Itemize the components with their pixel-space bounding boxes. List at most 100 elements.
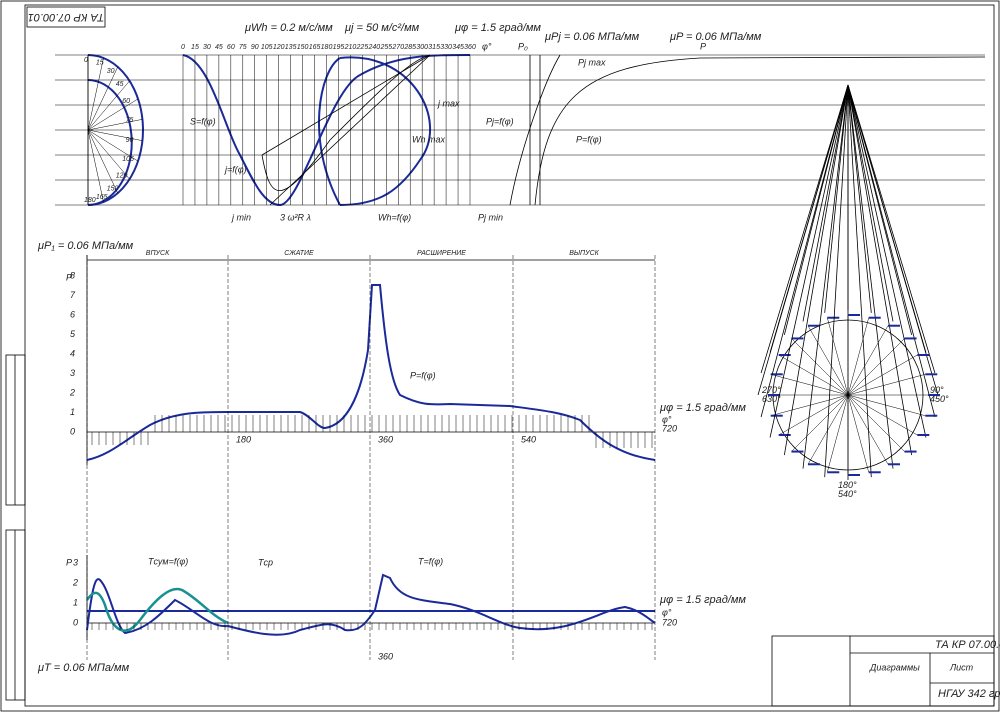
polar-ray [847, 325, 889, 396]
axis-label: P [66, 272, 72, 282]
angle-label: 45 [215, 44, 223, 51]
polar-ray [791, 338, 849, 396]
y-tick: 0 [70, 426, 75, 436]
circle-label: 165 [96, 194, 108, 201]
p0: P₀ [518, 41, 528, 51]
polar-ray [778, 354, 849, 396]
crank-ray [87, 57, 104, 131]
crank-ray [87, 129, 118, 194]
polar-ray [827, 317, 849, 396]
y-tick: 4 [70, 348, 75, 358]
scale: μj = 50 м/с²/мм [344, 22, 420, 34]
phase-label: ВПУСК [146, 250, 170, 257]
y-tick: 0 [73, 617, 78, 627]
phi: φ° [482, 41, 492, 51]
polar-vector [824, 84, 849, 478]
polar-label: 180° 540° [838, 480, 857, 499]
end-label: 720 [662, 423, 677, 433]
circle-label: 90 [126, 137, 134, 144]
label: 3 ω²R λ [280, 212, 311, 222]
circle-label: 150 [107, 186, 119, 193]
polar-vector [802, 84, 849, 322]
code: ТА КР 07.00.01 [935, 639, 1000, 651]
label: j=f(φ) [224, 164, 247, 174]
angle-label: 210 [344, 44, 357, 51]
polar-ray [847, 354, 918, 396]
circle-label: 30 [107, 68, 115, 75]
top-panel: μWh = 0.2 м/с/мм μj = 50 м/с²/мм μφ = 1.… [87, 22, 986, 222]
phi: φ° [662, 607, 672, 617]
polar-vector [847, 84, 927, 353]
label: Wh max [412, 134, 446, 144]
circle-label: 180 [84, 197, 96, 204]
crank-ray [87, 80, 130, 131]
left-strip [5, 354, 26, 701]
label: Tср [258, 557, 273, 567]
label: Wh=f(φ) [378, 212, 411, 222]
x-tick: 360 [378, 651, 393, 661]
angle-label: 165 [309, 44, 321, 51]
angle-label: 240 [367, 44, 380, 51]
polar-ray [847, 338, 905, 396]
y-tick: 6 [70, 309, 75, 319]
polar-vector [847, 84, 936, 374]
angle-label: 150 [297, 44, 309, 51]
polar-ray [770, 374, 849, 396]
angle-label: 345 [452, 44, 464, 51]
subject: Диаграммы [869, 662, 920, 672]
scale: μφ = 1.5 град/мм [659, 402, 746, 414]
polar-ray [791, 394, 849, 452]
circle-label: 15 [96, 60, 104, 67]
angle-label: 105 [261, 44, 273, 51]
angle-label: 135 [285, 44, 297, 51]
end-label: 720 [662, 617, 677, 627]
angle-label: 330 [440, 44, 452, 51]
polar-vector [847, 84, 927, 438]
y-tick: 3 [70, 368, 75, 378]
y-tick: 1 [70, 407, 75, 417]
angle-label: 285 [403, 44, 416, 51]
polar-vector [757, 84, 849, 396]
y-tick: 8 [70, 270, 75, 280]
torque-panel: P Tсум=f(φ) Tср T=f(φ) μφ = 1.5 град/мм … [37, 555, 746, 674]
polar-vector [847, 84, 913, 335]
crank-circle-inner [87, 79, 133, 206]
tsum-curve [85, 587, 229, 632]
crank-ray [87, 129, 130, 180]
t-curve [86, 573, 656, 636]
polar-vector [847, 84, 872, 313]
angle-label: 255 [379, 44, 392, 51]
circle-label: 75 [126, 117, 134, 124]
scale: μWh = 0.2 м/с/мм [244, 22, 333, 34]
polar-diagram: 270° 630° 90° 450° 180° 540° [757, 84, 949, 499]
polar-vector [824, 84, 849, 313]
circle-label: 60 [122, 98, 130, 105]
label: P=f(φ) [576, 134, 602, 144]
s-curve [182, 54, 471, 207]
x-tick: 540 [521, 434, 536, 444]
sheet: Лист [949, 662, 974, 672]
y-tick: 3 [73, 557, 78, 567]
label: P=f(φ) [410, 370, 436, 380]
polar-vector [847, 84, 913, 456]
group: НГАУ 342 гр [938, 688, 1000, 700]
axis-label: P [66, 557, 72, 567]
polar-vector [769, 84, 849, 438]
angle-label: 225 [356, 44, 369, 51]
stamp: ТА КР 07.00.01 [28, 11, 104, 23]
angle-label: 180 [321, 44, 333, 51]
crank-ray [87, 98, 139, 131]
angle-label: 75 [239, 44, 247, 51]
polar-ray [847, 394, 918, 436]
polar-vector [760, 84, 849, 418]
p-curve [534, 56, 986, 206]
polar-ray [778, 394, 849, 436]
circle-label: 0 [84, 57, 88, 64]
scale: μT = 0.06 МПа/мм [37, 662, 130, 674]
y-tick: 2 [69, 387, 75, 397]
label: Pj max [578, 57, 606, 67]
phase-label: РАСШИРЕНИЕ [417, 250, 466, 257]
scale: μPj = 0.06 МПа/мм [544, 31, 640, 43]
